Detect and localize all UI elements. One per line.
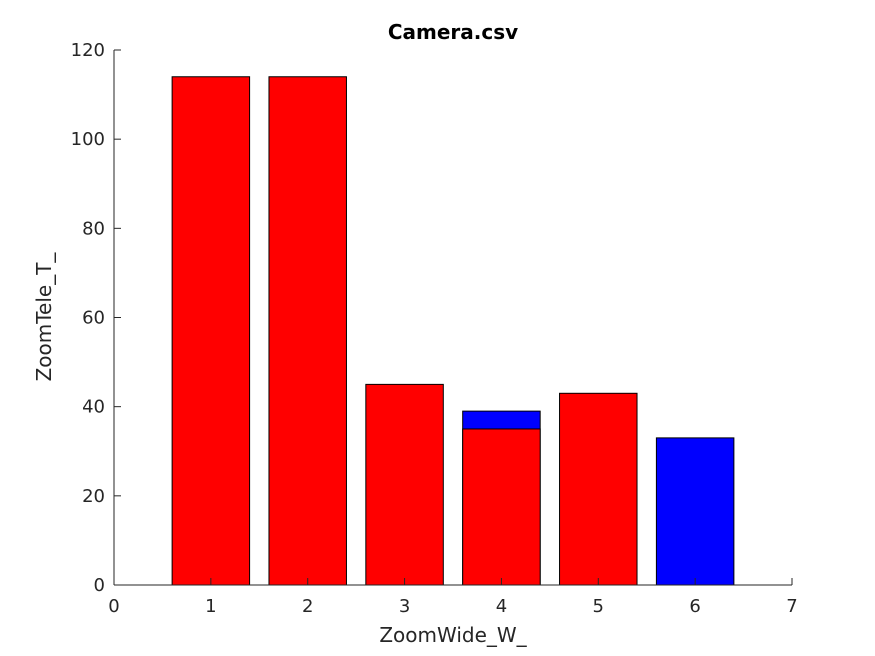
- y-tick-label-60: 60: [82, 308, 105, 329]
- x-tick-label-5: 5: [593, 596, 604, 617]
- bar-4-layer-2: [462, 428, 541, 586]
- x-tick-label-0: 0: [108, 596, 119, 617]
- x-tick-label-4: 4: [496, 596, 507, 617]
- y-tick-label-120: 120: [71, 40, 105, 61]
- y-axis-label: ZoomTele_T_: [32, 252, 56, 382]
- y-tick-label-20: 20: [82, 486, 105, 507]
- y-tick-label-40: 40: [82, 397, 105, 418]
- x-tick-label-2: 2: [302, 596, 313, 617]
- y-tick-label-0: 0: [94, 575, 105, 596]
- y-tick-label-100: 100: [71, 129, 105, 150]
- chart-title: Camera.csv: [388, 20, 518, 44]
- x-axis-label: ZoomWide_W_: [379, 623, 527, 647]
- bar-6: [655, 437, 735, 586]
- bar-5: [559, 392, 638, 586]
- bar-1: [171, 76, 251, 586]
- ticks-layer: 0 1 2 3 4 5 6 7 0 20 40 60 80 100 120: [71, 40, 798, 617]
- bar-3: [365, 383, 444, 586]
- x-tick-label-7: 7: [786, 596, 797, 617]
- bars-layer: [171, 76, 735, 586]
- x-tick-label-6: 6: [689, 596, 700, 617]
- x-tick-label-3: 3: [399, 596, 410, 617]
- bar-2: [268, 76, 347, 586]
- x-tick-label-1: 1: [205, 596, 216, 617]
- y-tick-label-80: 80: [82, 218, 105, 239]
